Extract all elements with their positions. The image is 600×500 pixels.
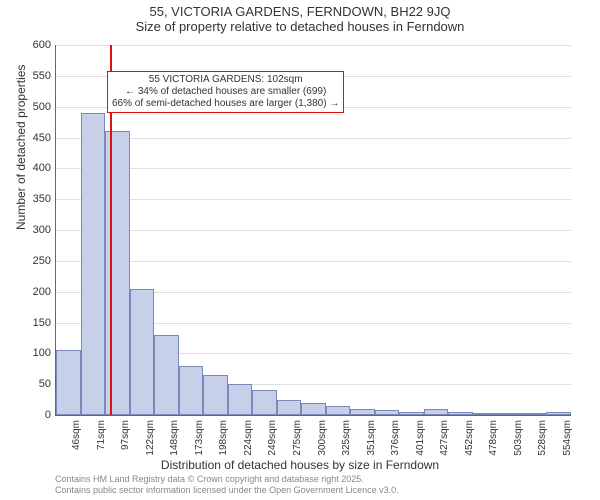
annotation-line3: 66% of semi-detached houses are larger (…	[112, 98, 339, 110]
xtick-label: 71sqm	[96, 420, 107, 450]
footer-line1: Contains HM Land Registry data © Crown c…	[55, 474, 399, 485]
footer-attribution: Contains HM Land Registry data © Crown c…	[55, 474, 399, 496]
histogram-bar	[326, 406, 351, 415]
histogram-bar	[473, 413, 498, 415]
xtick-label: 376sqm	[390, 420, 401, 456]
histogram-bar	[105, 131, 130, 415]
ytick-label: 400	[33, 162, 51, 174]
chart-area: 05010015020025030035040045050055060046sq…	[55, 45, 570, 415]
histogram-bar	[154, 335, 179, 415]
histogram-bar	[301, 403, 326, 415]
histogram-bar	[546, 412, 571, 415]
gridline	[56, 199, 571, 200]
gridline	[56, 45, 571, 46]
chart-container: 55, VICTORIA GARDENS, FERNDOWN, BH22 9JQ…	[0, 0, 600, 500]
histogram-bar	[228, 384, 253, 415]
histogram-bar	[497, 413, 522, 415]
xtick-label: 325sqm	[341, 420, 352, 456]
xtick-label: 198sqm	[218, 420, 229, 456]
xtick-label: 275sqm	[292, 420, 303, 456]
histogram-bar	[179, 366, 204, 415]
ytick-label: 100	[33, 347, 51, 359]
histogram-bar	[350, 409, 375, 415]
x-axis-label: Distribution of detached houses by size …	[0, 458, 600, 472]
gridline	[56, 168, 571, 169]
histogram-bar	[81, 113, 106, 415]
xtick-label: 401sqm	[415, 420, 426, 456]
histogram-bar	[130, 289, 155, 415]
xtick-label: 452sqm	[464, 420, 475, 456]
xtick-label: 148sqm	[169, 420, 180, 456]
ytick-label: 350	[33, 193, 51, 205]
title-block: 55, VICTORIA GARDENS, FERNDOWN, BH22 9JQ…	[0, 0, 600, 34]
ytick-label: 450	[33, 132, 51, 144]
histogram-bar	[399, 412, 424, 415]
histogram-bar	[424, 409, 449, 415]
xtick-label: 478sqm	[488, 420, 499, 456]
title-address: 55, VICTORIA GARDENS, FERNDOWN, BH22 9JQ	[0, 4, 600, 19]
ytick-label: 50	[39, 378, 51, 390]
y-axis-label: Number of detached properties	[14, 65, 28, 230]
gridline	[56, 261, 571, 262]
histogram-bar	[448, 412, 473, 415]
histogram-bar	[375, 410, 400, 415]
xtick-label: 122sqm	[145, 420, 156, 456]
histogram-bar	[252, 390, 277, 415]
ytick-label: 150	[33, 317, 51, 329]
histogram-bar	[522, 413, 547, 415]
xtick-label: 46sqm	[71, 420, 82, 450]
ytick-label: 550	[33, 70, 51, 82]
xtick-label: 224sqm	[243, 420, 254, 456]
ytick-label: 300	[33, 224, 51, 236]
xtick-label: 528sqm	[537, 420, 548, 456]
annotation-line1: 55 VICTORIA GARDENS: 102sqm	[112, 74, 339, 86]
histogram-bar	[56, 350, 81, 415]
histogram-bar	[277, 400, 302, 415]
ytick-label: 600	[33, 39, 51, 51]
gridline	[56, 138, 571, 139]
histogram-bar	[203, 375, 228, 415]
xtick-label: 97sqm	[120, 420, 131, 450]
xtick-label: 249sqm	[267, 420, 278, 456]
ytick-label: 500	[33, 101, 51, 113]
annotation-line2: ← 34% of detached houses are smaller (69…	[112, 86, 339, 98]
ytick-label: 200	[33, 286, 51, 298]
xtick-label: 351sqm	[366, 420, 377, 456]
xtick-label: 173sqm	[194, 420, 205, 456]
gridline	[56, 230, 571, 231]
ytick-label: 250	[33, 255, 51, 267]
footer-line2: Contains public sector information licen…	[55, 485, 399, 496]
annotation-box: 55 VICTORIA GARDENS: 102sqm← 34% of deta…	[107, 71, 344, 113]
xtick-label: 503sqm	[513, 420, 524, 456]
xtick-label: 427sqm	[439, 420, 450, 456]
ytick-label: 0	[45, 409, 51, 421]
title-subtitle: Size of property relative to detached ho…	[0, 19, 600, 34]
xtick-label: 300sqm	[317, 420, 328, 456]
xtick-label: 554sqm	[562, 420, 573, 456]
plot-region: 05010015020025030035040045050055060046sq…	[55, 45, 571, 416]
